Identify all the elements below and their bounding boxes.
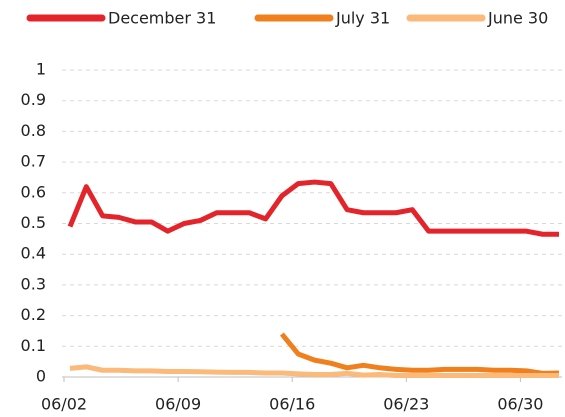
x-tick-label: 06/16: [269, 395, 315, 414]
y-tick-label: 0.6: [21, 182, 46, 201]
y-tick-label: 0.7: [21, 152, 46, 171]
y-tick-label: 0: [36, 367, 46, 386]
series-line: [67, 179, 559, 237]
legend-label: July 31: [335, 9, 390, 28]
y-tick-label: 0.8: [21, 121, 46, 140]
legend-label: June 30: [487, 9, 548, 28]
y-tick-label: 1: [36, 60, 46, 79]
legend-label: December 31: [108, 9, 216, 28]
y-tick-label: 0.2: [21, 305, 46, 324]
y-tick-label: 0.3: [21, 274, 46, 293]
series-line: [69, 364, 559, 378]
x-tick-label: 06/23: [383, 395, 429, 414]
y-tick-label: 0.5: [21, 213, 46, 232]
y-tick-label: 0.1: [21, 336, 46, 355]
x-tick-label: 06/02: [41, 395, 87, 414]
x-tick-label: 06/30: [497, 395, 543, 414]
y-tick-label: 0.9: [21, 90, 46, 109]
series-line: [279, 332, 560, 376]
x-tick-label: 06/09: [155, 395, 201, 414]
y-tick-label: 0.4: [21, 244, 46, 263]
